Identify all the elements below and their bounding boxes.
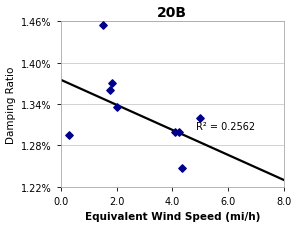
Title: 20B: 20B: [157, 5, 187, 20]
Point: [173, 130, 178, 134]
Point: [67, 134, 72, 137]
Point: [198, 116, 203, 120]
Point: [177, 130, 182, 134]
Y-axis label: Damping Ratio: Damping Ratio: [6, 66, 15, 143]
Text: R² = 0.2562: R² = 0.2562: [196, 121, 255, 131]
Point: [107, 89, 112, 93]
Point: [110, 82, 115, 86]
Point: [180, 166, 184, 170]
Point: [100, 24, 105, 27]
X-axis label: Equivalent Wind Speed (mi/h): Equivalent Wind Speed (mi/h): [85, 212, 260, 222]
Point: [114, 106, 119, 110]
